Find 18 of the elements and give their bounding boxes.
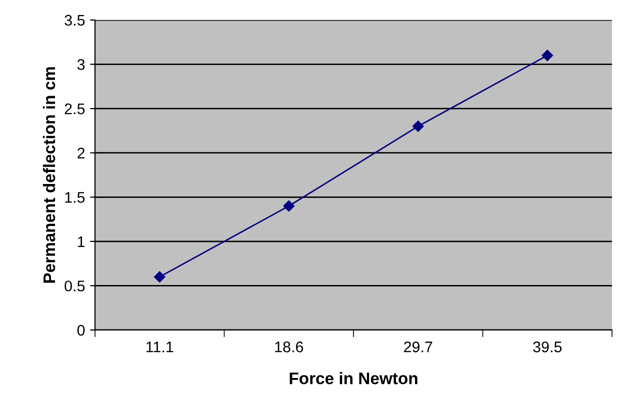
y-tick-label: 3.5 bbox=[64, 14, 85, 26]
y-tick-label: 1.5 bbox=[65, 192, 85, 203]
x-tick-label: 39.5 bbox=[533, 342, 562, 352]
x-axis-title: Force in Newton bbox=[290, 372, 418, 384]
y-tick-label: 0 bbox=[77, 324, 85, 336]
y-tick-label: 2.5 bbox=[64, 103, 85, 114]
x-tick-label: 29.7 bbox=[404, 342, 432, 352]
y-tick-label: 3 bbox=[77, 59, 85, 70]
point bbox=[283, 200, 294, 212]
point bbox=[154, 271, 166, 282]
x-tick-label: 11.1 bbox=[146, 342, 174, 352]
y-tick-label: 0.5 bbox=[64, 280, 85, 292]
x-tick-label: 18.6 bbox=[275, 342, 304, 352]
point bbox=[542, 50, 553, 62]
y-tick-label: 1 bbox=[78, 236, 85, 247]
point bbox=[412, 120, 424, 132]
y-tick-label: 2 bbox=[78, 148, 85, 158]
y-axis-title: Permanent deflection in cm bbox=[42, 67, 56, 283]
